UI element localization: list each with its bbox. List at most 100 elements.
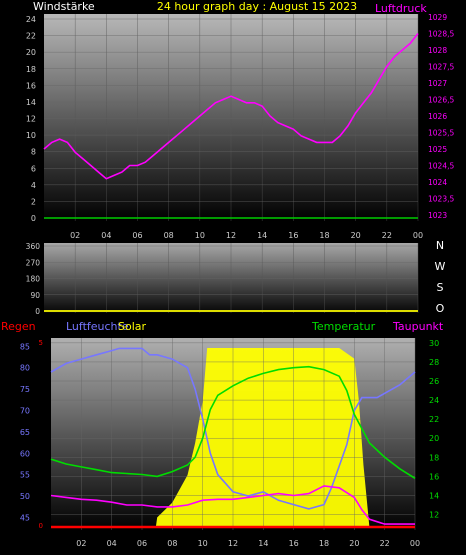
dewpoint-line	[50, 485, 415, 525]
x-tick-label: 12	[228, 539, 238, 548]
x-tick-label: 12	[226, 231, 236, 240]
y-tick-label: 2	[31, 197, 36, 206]
y-tick-label: 14	[26, 98, 36, 107]
y-tick-label: 12	[26, 115, 36, 124]
wind-axis-label: Windstärke	[33, 0, 95, 13]
panel-wind-pressure-grid	[44, 14, 419, 221]
y2-tick-label: 1024,5	[428, 162, 454, 171]
legend-regen: Regen	[1, 320, 36, 333]
y-tick-label: 90	[30, 291, 40, 300]
panel-humidity-solar-temp-series	[50, 347, 416, 529]
temperature-tick-label: 16	[429, 472, 439, 481]
x-tick-label: 06	[137, 539, 147, 548]
y-tick-label: 8	[31, 148, 36, 157]
y-tick-label: 20	[26, 48, 36, 57]
x-tick-label: 16	[289, 539, 299, 548]
temperature-tick-label: 28	[429, 358, 439, 367]
temperature-tick-label: 14	[429, 491, 439, 500]
legend-taupunkt: Taupunkt	[392, 320, 444, 333]
temperature-tick-label: 22	[429, 415, 439, 424]
y2-tick-label: 1029	[428, 13, 447, 22]
temperature-tick-label: 20	[429, 434, 439, 443]
compass-label-O: O	[436, 302, 445, 315]
x-tick-label: 04	[107, 539, 117, 548]
y2-tick-label: 1028,5	[428, 30, 454, 39]
legend-solar: Solar	[118, 320, 147, 333]
y-tick-label: 360	[26, 242, 41, 251]
x-tick-label: 08	[167, 539, 177, 548]
y-tick-label: 18	[26, 65, 36, 74]
x-tick-label: 20	[349, 539, 359, 548]
x-tick-label: 08	[164, 231, 174, 240]
temperature-tick-label: 30	[429, 339, 439, 348]
pressure-line	[43, 33, 419, 180]
y2-tick-label: 1023	[428, 211, 447, 220]
x-tick-label: 14	[257, 231, 267, 240]
temperature-tick-label: 24	[429, 396, 439, 405]
temperature-tick-label: 12	[429, 511, 439, 520]
compass-label-N: N	[436, 239, 444, 252]
x-tick-label: 04	[101, 231, 111, 240]
x-tick-label: 16	[288, 231, 298, 240]
x-tick-label: 22	[382, 231, 392, 240]
panel-wind-pressure-series	[43, 33, 419, 219]
x-tick-label: 10	[198, 539, 208, 548]
humidity-tick-label: 50	[20, 492, 30, 501]
humidity-axis-ticks: 45 50 55 60 65 70 75 80 85	[20, 342, 30, 522]
rain-tick-label: 5	[39, 339, 43, 347]
pressure-axis-label: Luftdruck	[375, 2, 427, 15]
y2-tick-label: 1026	[428, 112, 447, 121]
x-tick-label: 00	[413, 231, 423, 240]
y2-tick-label: 1027	[428, 79, 447, 88]
temperature-line	[50, 365, 416, 479]
panel-wind-pressure-x-ticks: 02 04 06 08 10 12 14 16 18 20 22 00	[70, 231, 423, 240]
y2-tick-label: 1024	[428, 178, 447, 187]
x-tick-label: 06	[132, 231, 142, 240]
x-tick-label: 22	[380, 539, 390, 548]
y-tick-label: 22	[26, 32, 36, 41]
y2-tick-label: 1028	[428, 46, 447, 55]
compass-label-S: S	[437, 281, 444, 294]
y-tick-label: 6	[31, 164, 36, 173]
humidity-tick-label: 55	[20, 471, 30, 480]
x-tick-label: 02	[70, 231, 80, 240]
x-tick-label: 18	[319, 231, 329, 240]
y2-tick-label: 1026,5	[428, 96, 454, 105]
humidity-tick-label: 80	[20, 364, 30, 373]
y-tick-label: 270	[26, 258, 41, 267]
humidity-tick-label: 60	[20, 449, 30, 458]
y-tick-label: 0	[31, 214, 36, 223]
pressure-axis-ticks: 1023 1023,5 1024 1024,5 1025 1025,5 1026 1026,5…	[428, 13, 454, 220]
humidity-tick-label: 65	[20, 428, 30, 437]
panel-humidity-solar-temp-x-ticks: 02 04 06 08 10 12 14 16 18 20 22 00	[76, 539, 420, 548]
x-tick-label: 18	[319, 539, 329, 548]
panel-humidity-solar-temp-grid	[51, 338, 416, 530]
compass-label-W: W	[435, 260, 446, 273]
temperature-tick-label: 26	[429, 377, 439, 386]
legend-luftfeuchte: Luftfeuchte	[66, 320, 129, 333]
temperature-axis-ticks: 12 14 16 18 20 22 24 26 28 30	[429, 339, 439, 520]
humidity-tick-label: 45	[20, 513, 30, 522]
y-tick-label: 24	[26, 15, 36, 24]
y-tick-label: 10	[26, 131, 36, 140]
y-tick-label: 4	[31, 181, 36, 190]
y-tick-label: 180	[26, 275, 41, 284]
rain-tick-label: 0	[39, 522, 43, 530]
y-tick-label: 0	[35, 307, 40, 316]
y2-tick-label: 1025,5	[428, 129, 454, 138]
legend-temperatur: Temperatur	[311, 320, 376, 333]
x-tick-label: 00	[410, 539, 420, 548]
x-tick-label: 02	[76, 539, 86, 548]
humidity-tick-label: 70	[20, 406, 30, 415]
y2-tick-label: 1025	[428, 145, 447, 154]
wind-direction-axis-ticks: 0 90 180 270 360	[26, 242, 41, 316]
x-tick-label: 20	[351, 231, 361, 240]
y-tick-label: 16	[26, 81, 36, 90]
x-tick-label: 10	[195, 231, 205, 240]
chart-title: 24 hour graph day : August 15 2023	[157, 0, 357, 13]
humidity-tick-label: 85	[20, 342, 30, 351]
humidity-tick-label: 75	[20, 385, 30, 394]
